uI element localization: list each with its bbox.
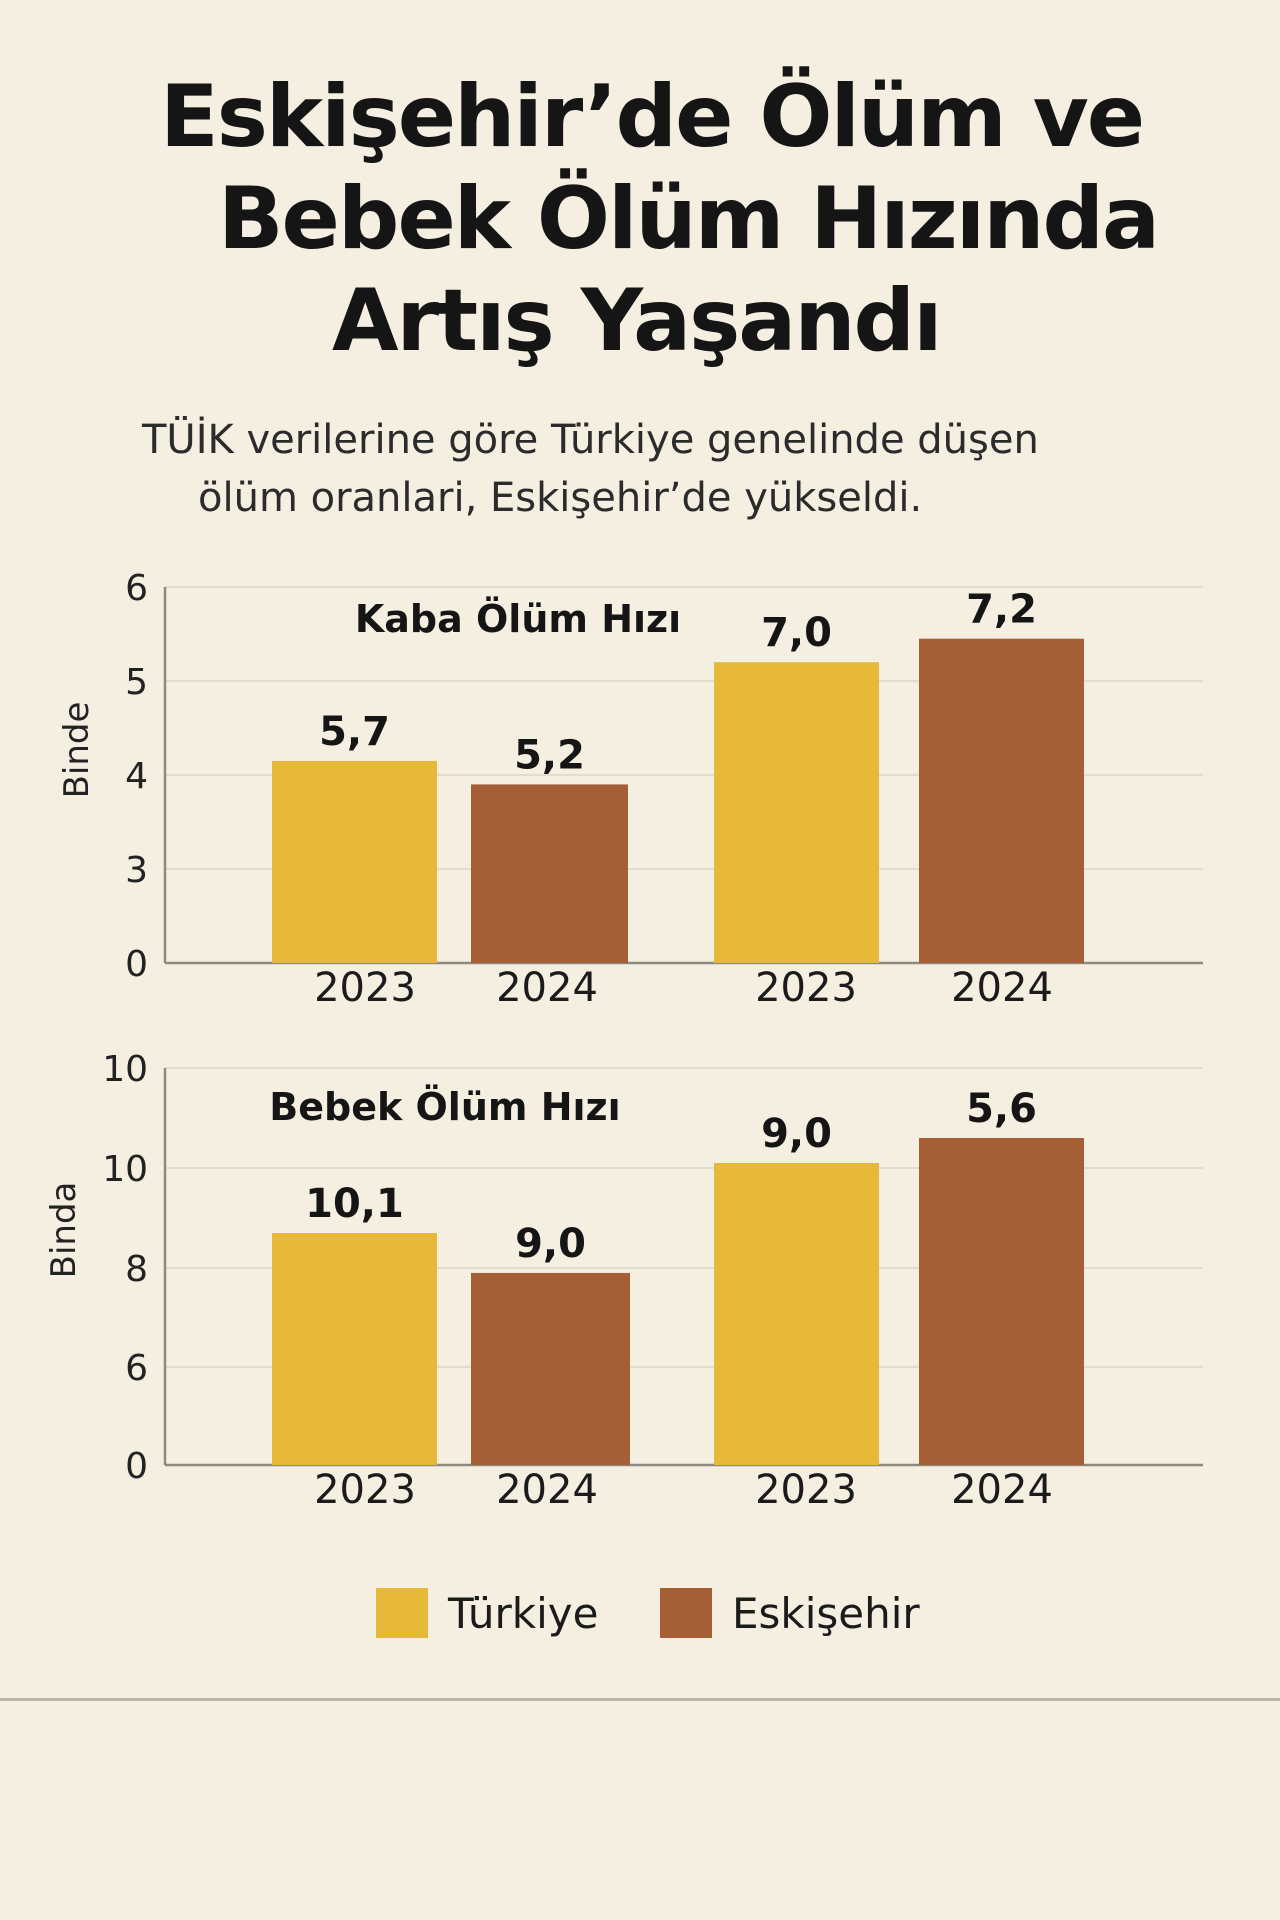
- charts-area: 0 3 4 5 6 Binde Kaba Ölüm Hızı 5,7 5,2 7,0 7,2 2023…: [44, 568, 1203, 1513]
- legend-item-eskisehir: Eskişehir: [660, 1588, 920, 1638]
- subtitle-line-1: TÜİK verilerine göre Türkiye genelinde d…: [142, 417, 1039, 463]
- chart2-ytick-label-1: 6: [125, 1348, 148, 1389]
- chart2-year-label-2: 2023: [755, 1467, 857, 1513]
- chart2-ytick-label-3: 10: [102, 1149, 148, 1190]
- chart1-year-label-3: 2024: [951, 965, 1053, 1011]
- chart2-data-label-1: 9,0: [515, 1221, 586, 1267]
- chart2-bar-0: [272, 1233, 437, 1465]
- chart2-year-label-1: 2024: [496, 1467, 598, 1513]
- headline-line-2: Bebek Ölüm Hızında: [218, 169, 1160, 269]
- chart2-year-label-3: 2024: [951, 1467, 1053, 1513]
- chart1-data-label-2: 7,0: [761, 610, 832, 656]
- chart2-ytick-label-0: 0: [125, 1446, 148, 1487]
- chart1-year-label-2: 2023: [755, 965, 857, 1011]
- chart1-ytick-label-2: 4: [125, 756, 148, 797]
- legend: Türkiye Eskişehir: [0, 1584, 1280, 1644]
- chart2-year-label-0: 2023: [314, 1467, 416, 1513]
- headline-line-1: Eskişehir’de Ölüm ve: [160, 67, 1145, 167]
- chart2-data-label-2: 9,0: [761, 1111, 832, 1157]
- headline-line-3: Artış Yaşandı: [332, 271, 943, 371]
- legend-label-turkiye: Türkiye: [448, 1588, 599, 1638]
- legend-label-eskisehir: Eskişehir: [732, 1588, 920, 1638]
- headline: Eskişehir’de Ölüm ve Bebek Ölüm Hızında …: [0, 66, 1280, 372]
- chart1-year-label-0: 2023: [314, 965, 416, 1011]
- legend-swatch-turkiye: [376, 1588, 428, 1638]
- chart1-bar-3: [919, 638, 1084, 963]
- chart2-data-label-3: 5,6: [966, 1086, 1037, 1132]
- chart1-bar-1: [471, 784, 628, 963]
- chart2-bar-2: [714, 1163, 879, 1465]
- chart2-ytick-label-2: 8: [125, 1249, 148, 1290]
- chart2-bar-3: [919, 1138, 1084, 1465]
- subtitle-line-2: ölüm oranlari, Eskişehir’de yükseldi.: [198, 475, 923, 521]
- chart1-bar-0: [272, 760, 437, 963]
- chart1-ytick-label-0: 0: [125, 944, 148, 985]
- chart1-data-label-3: 7,2: [966, 587, 1037, 633]
- bottom-divider: [0, 1698, 1280, 1701]
- chart1-ytick-label-3: 5: [125, 662, 148, 703]
- chart1-ytick-label-1: 3: [125, 850, 148, 891]
- legend-item-turkiye: Türkiye: [376, 1588, 598, 1638]
- chart1-ytick-label-4: 6: [125, 568, 148, 609]
- chart2-title: Bebek Ölüm Hızı: [269, 1085, 620, 1129]
- chart2-bar-1: [471, 1272, 630, 1465]
- chart1-title: Kaba Ölüm Hızı: [355, 597, 681, 641]
- chart2-ytick-label-4: 10: [102, 1049, 148, 1090]
- chart1-bar-2: [714, 662, 879, 963]
- chart1-data-label-1: 5,2: [514, 732, 585, 778]
- chart2-data-label-0: 10,1: [305, 1181, 404, 1227]
- chart1-year-label-1: 2024: [496, 965, 598, 1011]
- chart2-ylabel: Binda: [44, 1182, 84, 1279]
- chart1-ylabel: Binde: [57, 702, 97, 799]
- legend-swatch-eskisehir: [660, 1588, 712, 1638]
- chart1-data-label-0: 5,7: [319, 709, 390, 755]
